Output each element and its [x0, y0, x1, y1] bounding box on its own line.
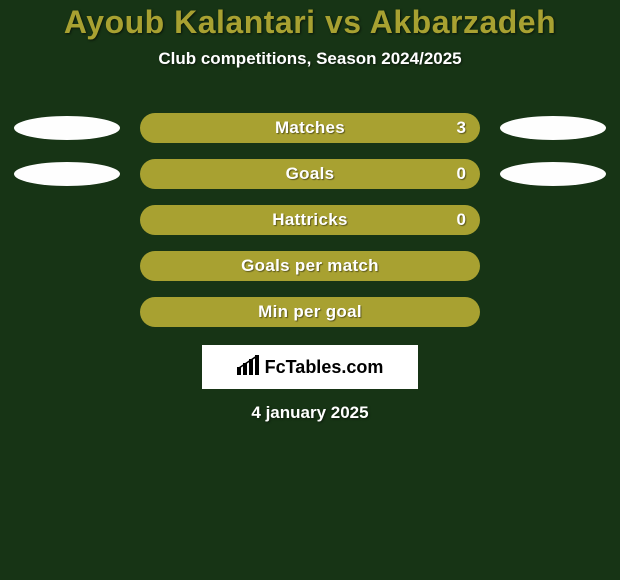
stat-label: Min per goal — [258, 302, 362, 322]
left-marker — [14, 116, 120, 140]
stat-row: Matches 3 — [0, 113, 620, 143]
page-title: Ayoub Kalantari vs Akbarzadeh — [0, 4, 620, 41]
stat-label: Hattricks — [272, 210, 347, 230]
comparison-infographic: Ayoub Kalantari vs Akbarzadeh Club compe… — [0, 0, 620, 580]
subtitle: Club competitions, Season 2024/2025 — [0, 49, 620, 69]
stat-row: Hattricks 0 — [0, 205, 620, 235]
stat-value: 3 — [457, 118, 466, 138]
left-marker — [14, 162, 120, 186]
stat-row: Goals 0 — [0, 159, 620, 189]
brand-badge: FcTables.com — [202, 345, 418, 389]
stat-label: Goals — [286, 164, 335, 184]
right-marker — [500, 162, 606, 186]
right-marker — [500, 116, 606, 140]
stat-bar: Goals 0 — [140, 159, 480, 189]
stat-row: Goals per match — [0, 251, 620, 281]
stat-bar: Matches 3 — [140, 113, 480, 143]
stat-label: Goals per match — [241, 256, 379, 276]
snapshot-date: 4 january 2025 — [0, 403, 620, 423]
stats-list: Matches 3 Goals 0 Hattricks 0 Goals per match M… — [0, 113, 620, 327]
stat-bar: Min per goal — [140, 297, 480, 327]
bar-chart-icon — [237, 355, 259, 380]
stat-value: 0 — [457, 210, 466, 230]
stat-value: 0 — [457, 164, 466, 184]
stat-row: Min per goal — [0, 297, 620, 327]
stat-bar: Hattricks 0 — [140, 205, 480, 235]
brand-text: FcTables.com — [265, 357, 384, 378]
stat-label: Matches — [275, 118, 345, 138]
stat-bar: Goals per match — [140, 251, 480, 281]
